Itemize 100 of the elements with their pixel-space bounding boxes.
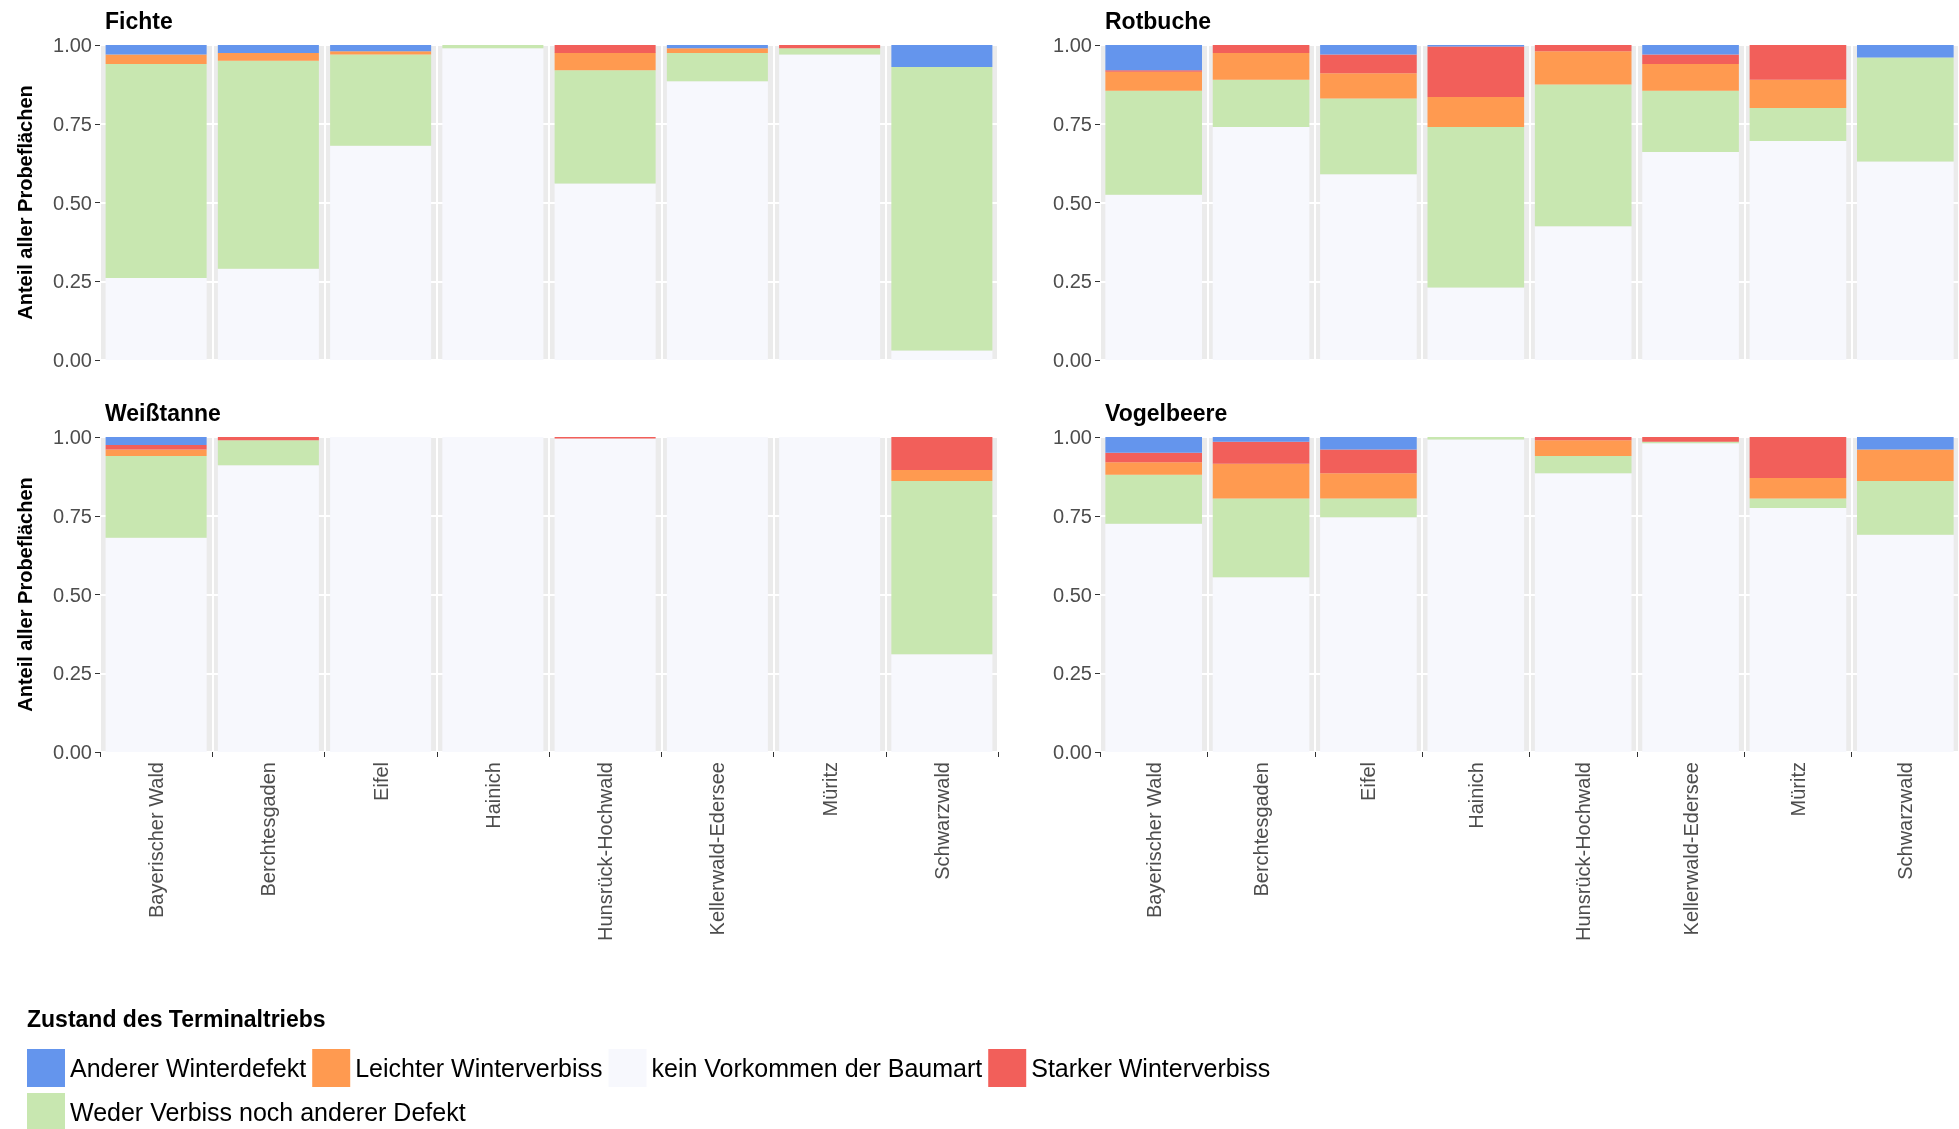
bar — [666, 52, 768, 82]
bar — [1534, 437, 1632, 441]
bar — [1105, 474, 1203, 524]
bar — [105, 54, 207, 64]
y-tick-label: 0.25 — [53, 270, 92, 293]
chart-title: Weißtanne — [105, 399, 221, 426]
bar — [105, 444, 207, 450]
x-tick-label: Kellerwald-Edersee — [706, 762, 729, 936]
bar — [891, 45, 993, 68]
bar — [330, 45, 432, 52]
bar — [1534, 51, 1632, 85]
bar — [217, 60, 319, 269]
chart-title: Fichte — [105, 7, 173, 34]
y-tick-label: 0.50 — [53, 191, 92, 214]
bar — [1749, 477, 1847, 499]
y-tick-label: 0.50 — [53, 583, 92, 606]
bar — [1320, 54, 1417, 74]
y-tick-label: 0.00 — [1053, 741, 1092, 763]
bar — [1642, 437, 1739, 442]
bar — [1856, 437, 1954, 450]
y-tick-label: 1.00 — [1053, 426, 1092, 448]
y-tick-label: 0.00 — [53, 349, 92, 371]
y-tick-label: 0.75 — [53, 112, 92, 135]
bar — [105, 63, 207, 279]
bar — [1427, 126, 1525, 288]
chart-title: Rotbuche — [1105, 7, 1212, 34]
legend-label: Leichter Winterverbiss — [355, 1054, 603, 1082]
bar — [554, 70, 656, 184]
bar — [330, 51, 432, 55]
bar — [1642, 63, 1739, 91]
bar — [779, 48, 881, 55]
bar — [1642, 90, 1739, 153]
x-tick-label: Hainich — [481, 762, 504, 829]
bar — [105, 45, 207, 55]
bar — [1212, 463, 1310, 499]
bar — [217, 437, 319, 441]
bar — [1534, 84, 1632, 227]
bar — [1212, 437, 1310, 442]
y-axis-title: Anteil aller Probeflächen — [14, 477, 36, 712]
bar — [1105, 462, 1203, 475]
bar — [1212, 498, 1310, 578]
bar — [1105, 71, 1203, 91]
y-tick-label: 0.75 — [53, 504, 92, 527]
legend-title: Zustand des Terminaltriebs — [27, 1005, 326, 1032]
x-tick-label: Berchtesgaden — [1250, 762, 1273, 897]
bar — [1105, 452, 1203, 463]
bar — [1642, 45, 1739, 55]
y-tick-label: 0.50 — [1053, 583, 1092, 606]
x-tick-label: Eifel — [1357, 762, 1380, 801]
bar — [1105, 45, 1203, 71]
x-tick-label: Bayerischer Wald — [1142, 762, 1165, 918]
x-tick-label: Schwarzwald — [1894, 762, 1917, 880]
y-axis-title: Anteil aller Probeflächen — [14, 85, 36, 320]
x-tick-label: Hainich — [1464, 762, 1487, 829]
bar — [1856, 449, 1954, 482]
x-tick-label: Müritz — [1786, 762, 1809, 817]
y-tick-label: 0.25 — [1053, 662, 1092, 685]
bar — [1212, 441, 1310, 464]
bar — [1534, 455, 1632, 474]
y-tick-label: 0.50 — [1053, 191, 1092, 214]
bar — [217, 45, 319, 53]
bar — [1320, 73, 1417, 99]
bar — [1105, 437, 1203, 453]
bar — [1320, 45, 1417, 55]
x-tick-label: Berchtesgaden — [257, 762, 280, 897]
y-tick-label: 0.00 — [1053, 349, 1092, 371]
bar — [1642, 54, 1739, 64]
bar — [1749, 498, 1847, 508]
bar — [1856, 481, 1954, 535]
legend-label: Weder Verbiss noch anderer Defekt — [70, 1098, 466, 1126]
chart-title: Vogelbeere — [1105, 399, 1228, 426]
y-tick-label: 0.75 — [1053, 504, 1092, 527]
bar — [1320, 449, 1417, 474]
bar — [1856, 57, 1954, 162]
bar — [554, 45, 656, 53]
y-tick-label: 0.25 — [1053, 270, 1092, 293]
x-tick-label: Hunsrück-Hochwald — [1572, 762, 1595, 941]
bar — [891, 481, 993, 655]
bar — [105, 449, 207, 456]
y-tick-label: 0.75 — [1053, 112, 1092, 135]
x-tick-label: Hunsrück-Hochwald — [594, 762, 617, 941]
bar — [779, 45, 881, 49]
y-tick-label: 0.25 — [53, 662, 92, 685]
bar — [1105, 90, 1203, 195]
x-tick-label: Kellerwald-Edersee — [1679, 762, 1702, 936]
legend-label: Starker Winterverbiss — [1031, 1054, 1271, 1082]
bar — [217, 52, 319, 61]
y-tick-label: 1.00 — [1053, 34, 1092, 56]
bar — [1856, 45, 1954, 58]
bar — [1749, 108, 1847, 142]
y-tick-label: 1.00 — [53, 34, 92, 56]
bar — [105, 455, 207, 538]
bar — [1212, 52, 1310, 80]
x-tick-label: Bayerischer Wald — [145, 762, 168, 918]
bar — [105, 437, 207, 445]
bar — [1320, 473, 1417, 499]
bar — [1320, 498, 1417, 518]
x-tick-label: Eifel — [369, 762, 392, 801]
legend-label: Anderer Winterdefekt — [70, 1054, 307, 1082]
bar — [891, 437, 993, 471]
